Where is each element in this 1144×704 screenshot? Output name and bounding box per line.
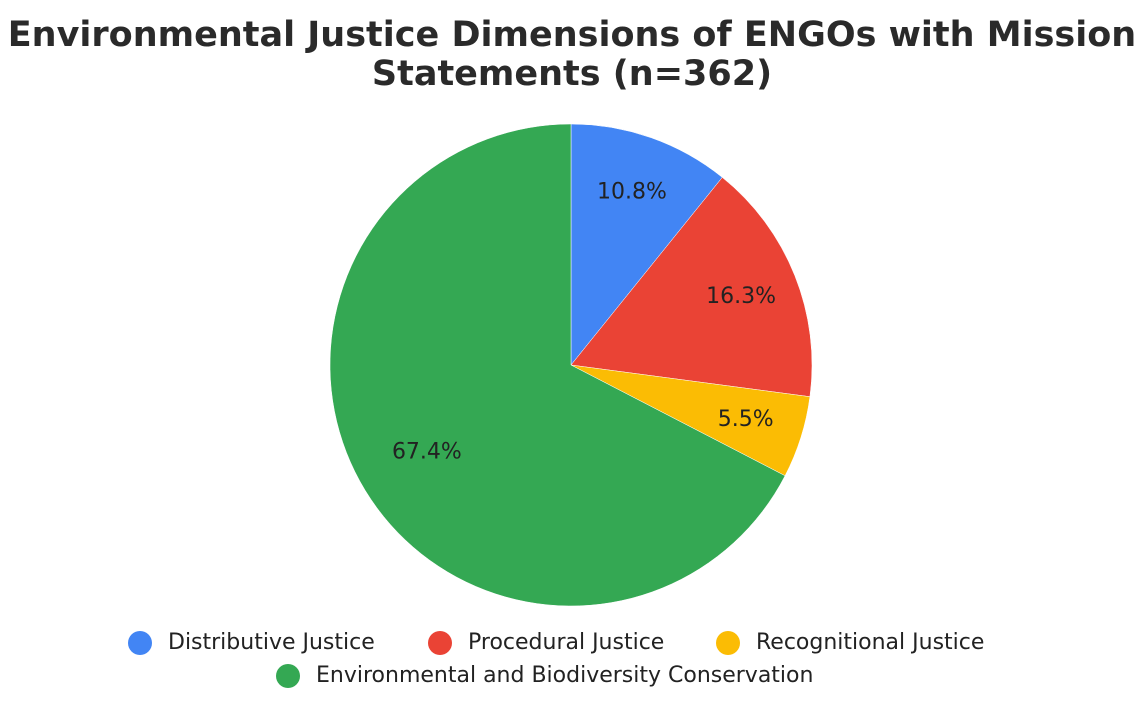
data-label: 67.4% [392,440,462,465]
chart-title: Environmental Justice Dimensions of ENGO… [7,15,1137,94]
data-label: 5.5% [718,407,774,432]
legend-label: Distributive Justice [168,630,375,655]
pie-slice [570,123,723,366]
pie-slice [329,123,786,607]
legend-label: Recognitional Justice [756,630,984,655]
legend-marker [276,664,300,688]
data-label: 16.3% [706,284,776,309]
data-label: 10.8% [597,179,667,204]
legend-label: Environmental and Biodiversity Conservat… [316,663,813,688]
legend-label: Procedural Justice [468,630,664,655]
legend-marker [128,631,152,655]
legend-marker [428,631,452,655]
legend-marker [716,631,740,655]
pie-slice [570,177,813,397]
